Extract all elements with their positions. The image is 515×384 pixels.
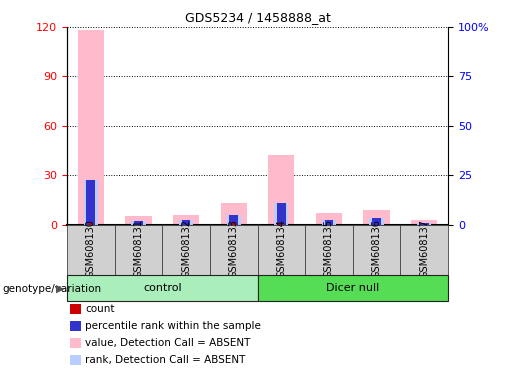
Bar: [83, 180, 98, 225]
Text: GSM608136: GSM608136: [372, 219, 382, 278]
Bar: [305, 225, 353, 275]
Text: Dicer null: Dicer null: [326, 283, 380, 293]
Text: GSM608131: GSM608131: [133, 219, 143, 278]
Bar: [232, 223, 236, 225]
Bar: [268, 156, 295, 225]
Bar: [229, 215, 238, 225]
Bar: [131, 221, 146, 225]
Bar: [274, 203, 288, 225]
Bar: [173, 215, 199, 225]
Text: value, Detection Call = ABSENT: value, Detection Call = ABSENT: [85, 338, 250, 348]
Bar: [369, 218, 384, 225]
Bar: [67, 275, 258, 301]
Title: GDS5234 / 1458888_at: GDS5234 / 1458888_at: [184, 11, 331, 24]
Text: GSM608133: GSM608133: [229, 219, 238, 278]
Bar: [134, 221, 143, 225]
Bar: [220, 203, 247, 225]
Text: GSM608137: GSM608137: [419, 219, 429, 278]
Text: control: control: [143, 283, 182, 293]
Bar: [258, 275, 448, 301]
Bar: [67, 225, 115, 275]
Bar: [279, 223, 283, 225]
Text: percentile rank within the sample: percentile rank within the sample: [85, 321, 261, 331]
Bar: [182, 220, 191, 225]
Text: GSM608130: GSM608130: [86, 219, 96, 278]
Bar: [227, 215, 241, 225]
Bar: [364, 210, 390, 225]
Bar: [316, 213, 342, 225]
Bar: [420, 223, 428, 225]
Bar: [162, 225, 210, 275]
Bar: [324, 220, 333, 225]
Text: genotype/variation: genotype/variation: [3, 284, 101, 294]
Bar: [258, 225, 305, 275]
Bar: [417, 223, 432, 225]
Text: GSM608134: GSM608134: [277, 219, 286, 278]
Bar: [87, 180, 95, 225]
Bar: [78, 30, 104, 225]
Bar: [372, 218, 381, 225]
Bar: [125, 217, 151, 225]
Text: count: count: [85, 304, 114, 314]
Bar: [179, 220, 193, 225]
Text: GSM608135: GSM608135: [324, 219, 334, 278]
Text: ▶: ▶: [56, 284, 64, 294]
Bar: [401, 225, 448, 275]
Bar: [210, 225, 258, 275]
Bar: [277, 203, 286, 225]
Text: rank, Detection Call = ABSENT: rank, Detection Call = ABSENT: [85, 355, 245, 365]
Bar: [353, 225, 401, 275]
Bar: [114, 225, 162, 275]
Bar: [322, 220, 336, 225]
Bar: [411, 220, 437, 225]
Text: GSM608132: GSM608132: [181, 219, 191, 278]
Bar: [89, 223, 93, 225]
